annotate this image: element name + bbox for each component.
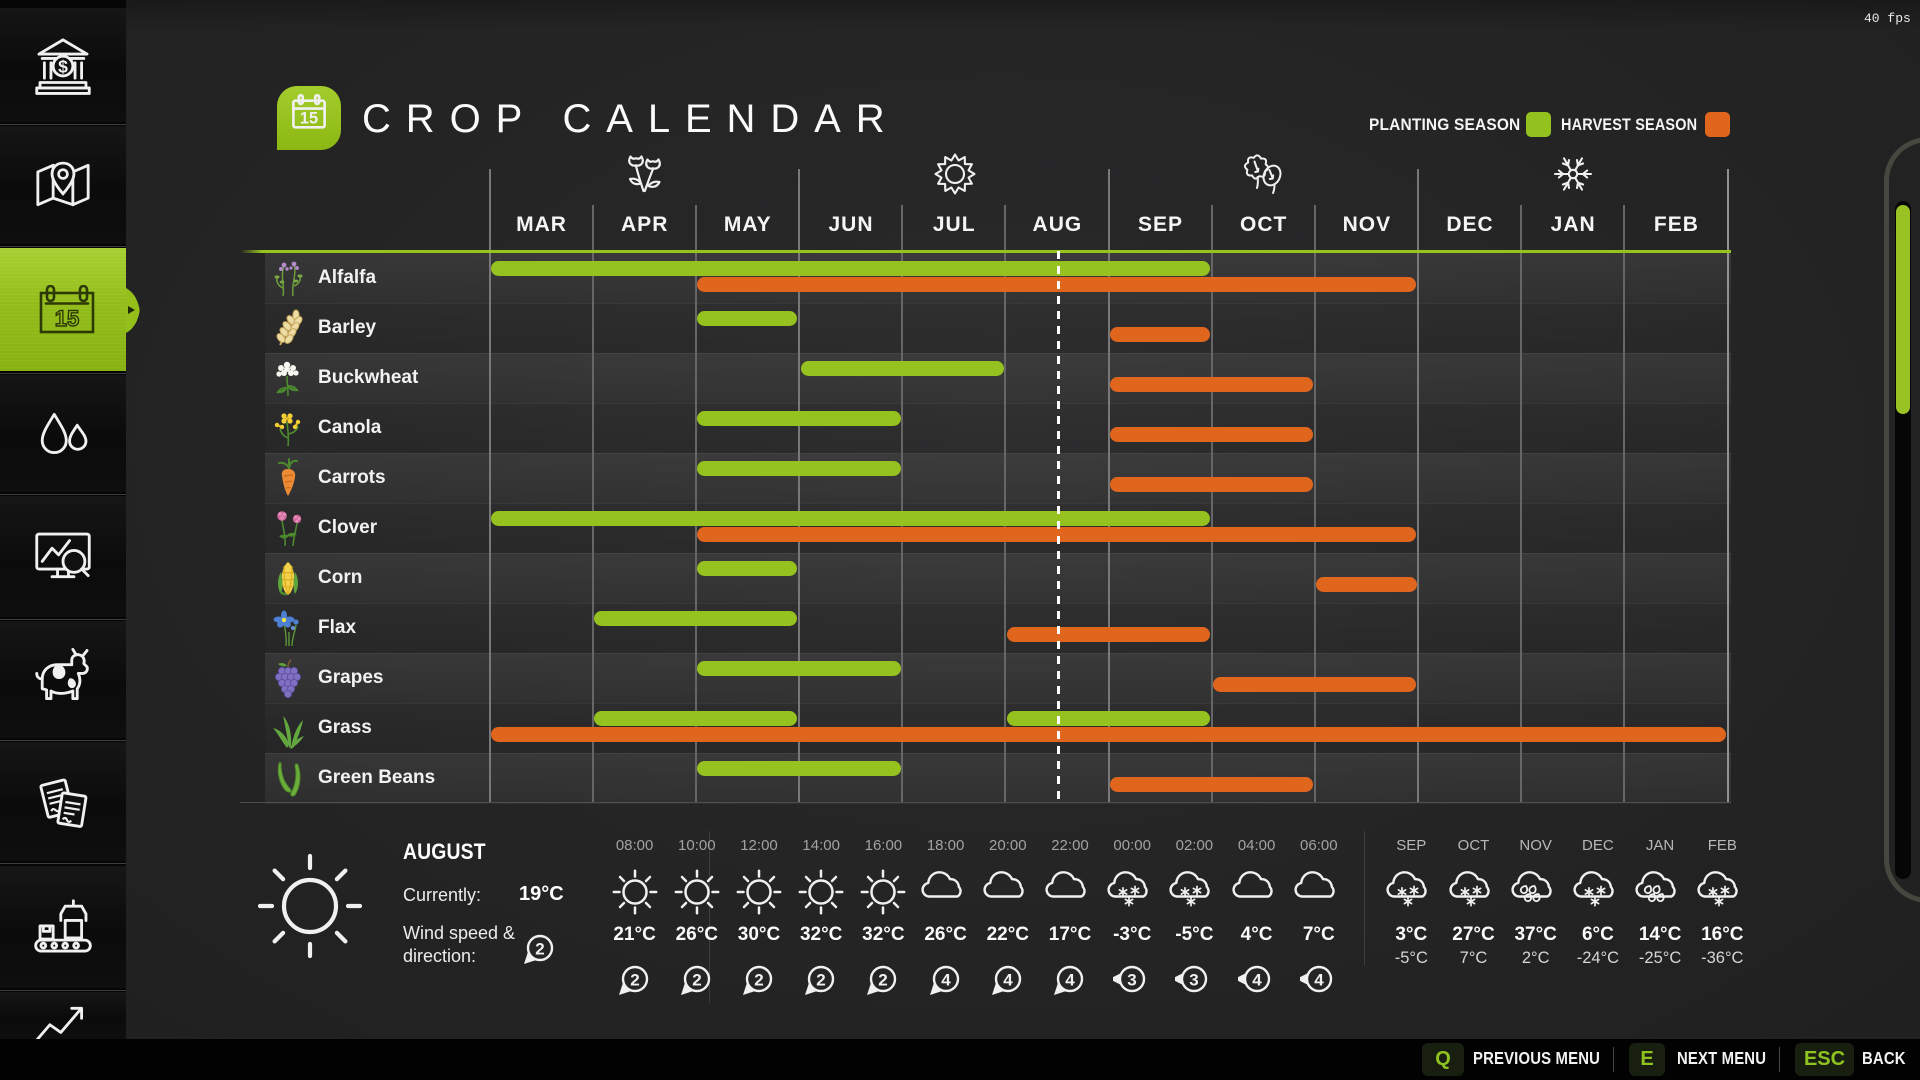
svg-text:4: 4	[1003, 971, 1013, 990]
svg-text:4: 4	[1252, 971, 1262, 990]
svg-text:4: 4	[1314, 971, 1324, 990]
svg-text:4: 4	[941, 971, 951, 990]
svg-text:2: 2	[630, 971, 639, 990]
svg-text:2: 2	[879, 971, 888, 990]
svg-text:3: 3	[1127, 971, 1136, 990]
svg-text:4: 4	[1065, 971, 1075, 990]
svg-text:2: 2	[535, 940, 544, 959]
svg-text:3: 3	[1190, 971, 1199, 990]
svg-text:2: 2	[754, 971, 763, 990]
svg-text:$: $	[58, 57, 68, 77]
svg-text:15: 15	[300, 109, 318, 127]
svg-text:15: 15	[55, 306, 79, 331]
svg-text:2: 2	[816, 971, 825, 990]
svg-text:2: 2	[692, 971, 701, 990]
